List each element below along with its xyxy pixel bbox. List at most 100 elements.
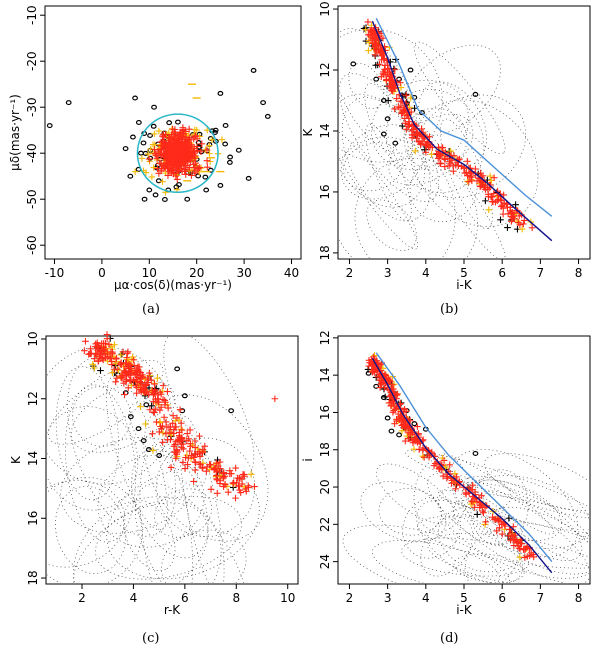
member-star <box>190 478 197 485</box>
field-star <box>65 100 72 106</box>
member-star <box>197 461 204 468</box>
field-star <box>207 135 214 141</box>
field-star <box>181 393 188 399</box>
member-star <box>236 486 243 494</box>
x-tick-label: 7 <box>537 591 545 605</box>
member-star <box>94 358 102 365</box>
member-star <box>120 379 128 387</box>
field-contour <box>463 475 589 550</box>
x-tick-label: 8 <box>575 266 583 280</box>
field-star <box>140 438 147 444</box>
field-star <box>202 174 209 180</box>
field-contour <box>440 453 555 535</box>
field-star <box>155 178 162 184</box>
field-star <box>212 127 219 133</box>
member-star <box>489 513 496 521</box>
field-contour <box>341 97 431 222</box>
member-star <box>229 480 237 487</box>
field-star <box>350 61 357 67</box>
y-tick-label: 12 <box>26 391 40 406</box>
member-star <box>131 370 139 377</box>
member-star <box>400 106 408 114</box>
member-star <box>468 497 475 505</box>
member-star <box>186 144 193 152</box>
field-contour <box>154 488 212 538</box>
member-star <box>203 157 211 165</box>
member-star <box>81 347 88 355</box>
member-star <box>177 440 185 448</box>
y-tick-label: -20 <box>25 51 39 71</box>
member-star <box>173 135 181 143</box>
member-star <box>369 33 376 41</box>
member-star <box>128 365 136 372</box>
field-contour <box>340 124 424 200</box>
member-star <box>151 146 158 153</box>
member-star <box>441 163 449 170</box>
member-star <box>169 162 177 170</box>
member-star <box>187 440 194 447</box>
member-star <box>112 378 119 386</box>
member-star <box>462 489 470 497</box>
candidate-star <box>206 150 213 157</box>
y-tick-label: 10 <box>318 1 332 16</box>
member-star <box>93 339 101 347</box>
candidate-star <box>149 447 157 454</box>
field-star <box>384 97 392 104</box>
candidate-star <box>193 126 200 134</box>
field-contour <box>402 496 461 559</box>
field-star <box>397 399 405 407</box>
field-contour <box>339 127 419 250</box>
field-contour <box>378 488 442 536</box>
member-star <box>153 418 160 426</box>
member-star <box>196 432 203 440</box>
x-tick-label: 40 <box>284 266 299 280</box>
member-star <box>164 159 172 167</box>
member-star <box>221 480 229 488</box>
field-star <box>473 511 481 518</box>
member-star <box>396 104 404 111</box>
field-contour <box>366 199 417 251</box>
member-star <box>508 532 516 540</box>
candidate-star <box>247 470 255 478</box>
field-contour <box>375 463 455 525</box>
member-star <box>192 459 199 466</box>
member-star <box>156 159 164 167</box>
x-tick-label: -10 <box>45 266 65 280</box>
field-star <box>380 395 387 401</box>
field-contour <box>47 480 126 568</box>
y-tick-label: 18 <box>318 245 332 260</box>
field-star <box>130 134 136 140</box>
field-contour <box>123 500 176 572</box>
selection-circle <box>136 113 219 194</box>
field-star <box>127 173 134 179</box>
member-star <box>480 509 487 517</box>
field-star <box>195 140 202 146</box>
member-star <box>401 406 408 413</box>
field-contour <box>47 477 143 583</box>
member-star <box>192 450 199 458</box>
member-star <box>174 448 181 456</box>
member-star <box>171 157 178 165</box>
y-tick-label: 22 <box>318 517 332 532</box>
member-star <box>168 169 175 177</box>
y-tick-label: 16 <box>318 405 332 420</box>
member-star <box>464 158 471 165</box>
member-star <box>389 409 397 416</box>
member-star <box>184 146 192 153</box>
x-tick-label: 8 <box>575 591 583 605</box>
member-star <box>124 348 132 356</box>
member-star <box>190 161 197 168</box>
member-star <box>139 373 147 381</box>
field-contour <box>143 394 269 542</box>
field-contour <box>343 142 403 192</box>
member-star <box>176 142 183 150</box>
member-star <box>185 435 192 443</box>
candidate-star <box>518 225 526 233</box>
member-star <box>172 454 180 462</box>
field-contour <box>97 455 205 548</box>
candidate-star <box>149 141 157 148</box>
member-star <box>504 210 512 218</box>
member-star <box>119 371 126 379</box>
candidate-star <box>150 164 157 171</box>
candidate-star <box>144 150 152 158</box>
